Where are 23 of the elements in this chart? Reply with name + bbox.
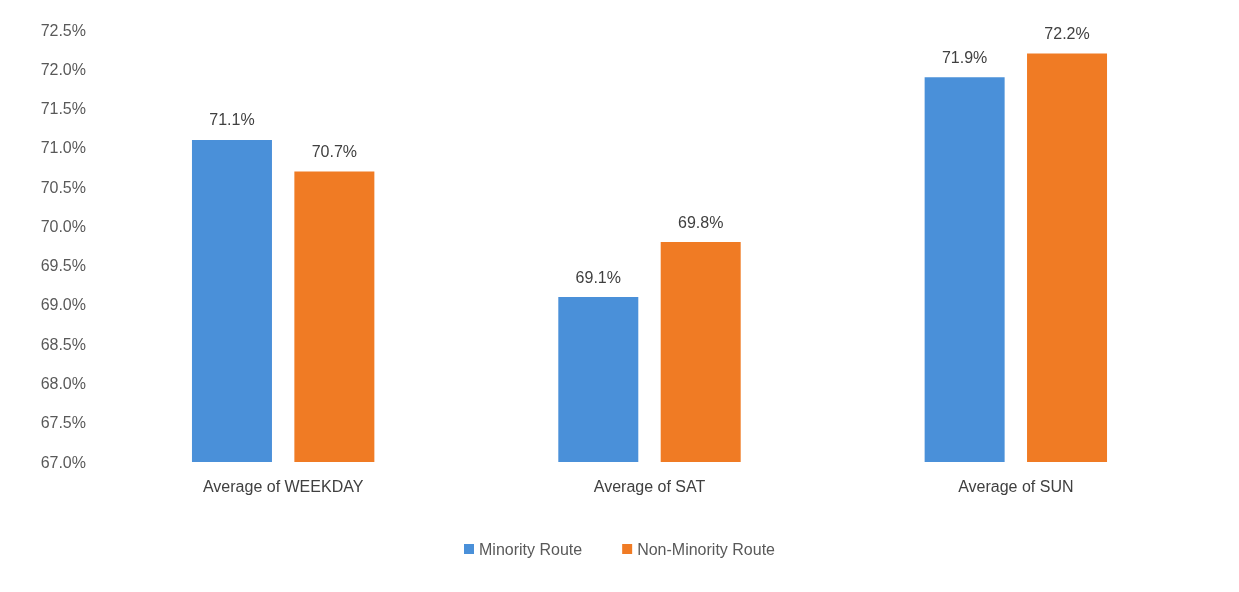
x-tick-label: Average of SUN	[958, 477, 1074, 495]
y-tick-label: 72.5%	[40, 21, 86, 39]
data-label: 71.1%	[209, 111, 255, 129]
y-tick-label: 71.5%	[40, 100, 86, 118]
data-label: 70.7%	[311, 142, 358, 160]
y-tick-label: 70.0%	[40, 217, 86, 235]
data-label: 69.1%	[575, 268, 621, 286]
x-tick-label: Average of WEEKDAY	[202, 477, 364, 495]
y-tick-label: 71.0%	[40, 139, 86, 157]
y-tick-label: 68.5%	[40, 335, 86, 353]
data-label: 72.2%	[1044, 25, 1090, 43]
legend-label: Non-Minority Route	[637, 540, 776, 558]
x-tick-label: Average of SAT	[593, 477, 706, 495]
y-tick-label: 69.0%	[40, 296, 86, 314]
legend-label: Minority Route	[479, 540, 583, 558]
data-label: 71.9%	[941, 48, 988, 66]
y-tick-label: 72.0%	[40, 60, 86, 78]
y-tick-label: 70.5%	[40, 178, 86, 196]
data-label: 69.8%	[678, 213, 724, 231]
y-tick-label: 67.5%	[40, 414, 86, 432]
y-tick-label: 67.0%	[40, 453, 86, 471]
y-tick-label: 68.0%	[40, 374, 86, 392]
y-tick-label: 69.5%	[40, 257, 86, 275]
